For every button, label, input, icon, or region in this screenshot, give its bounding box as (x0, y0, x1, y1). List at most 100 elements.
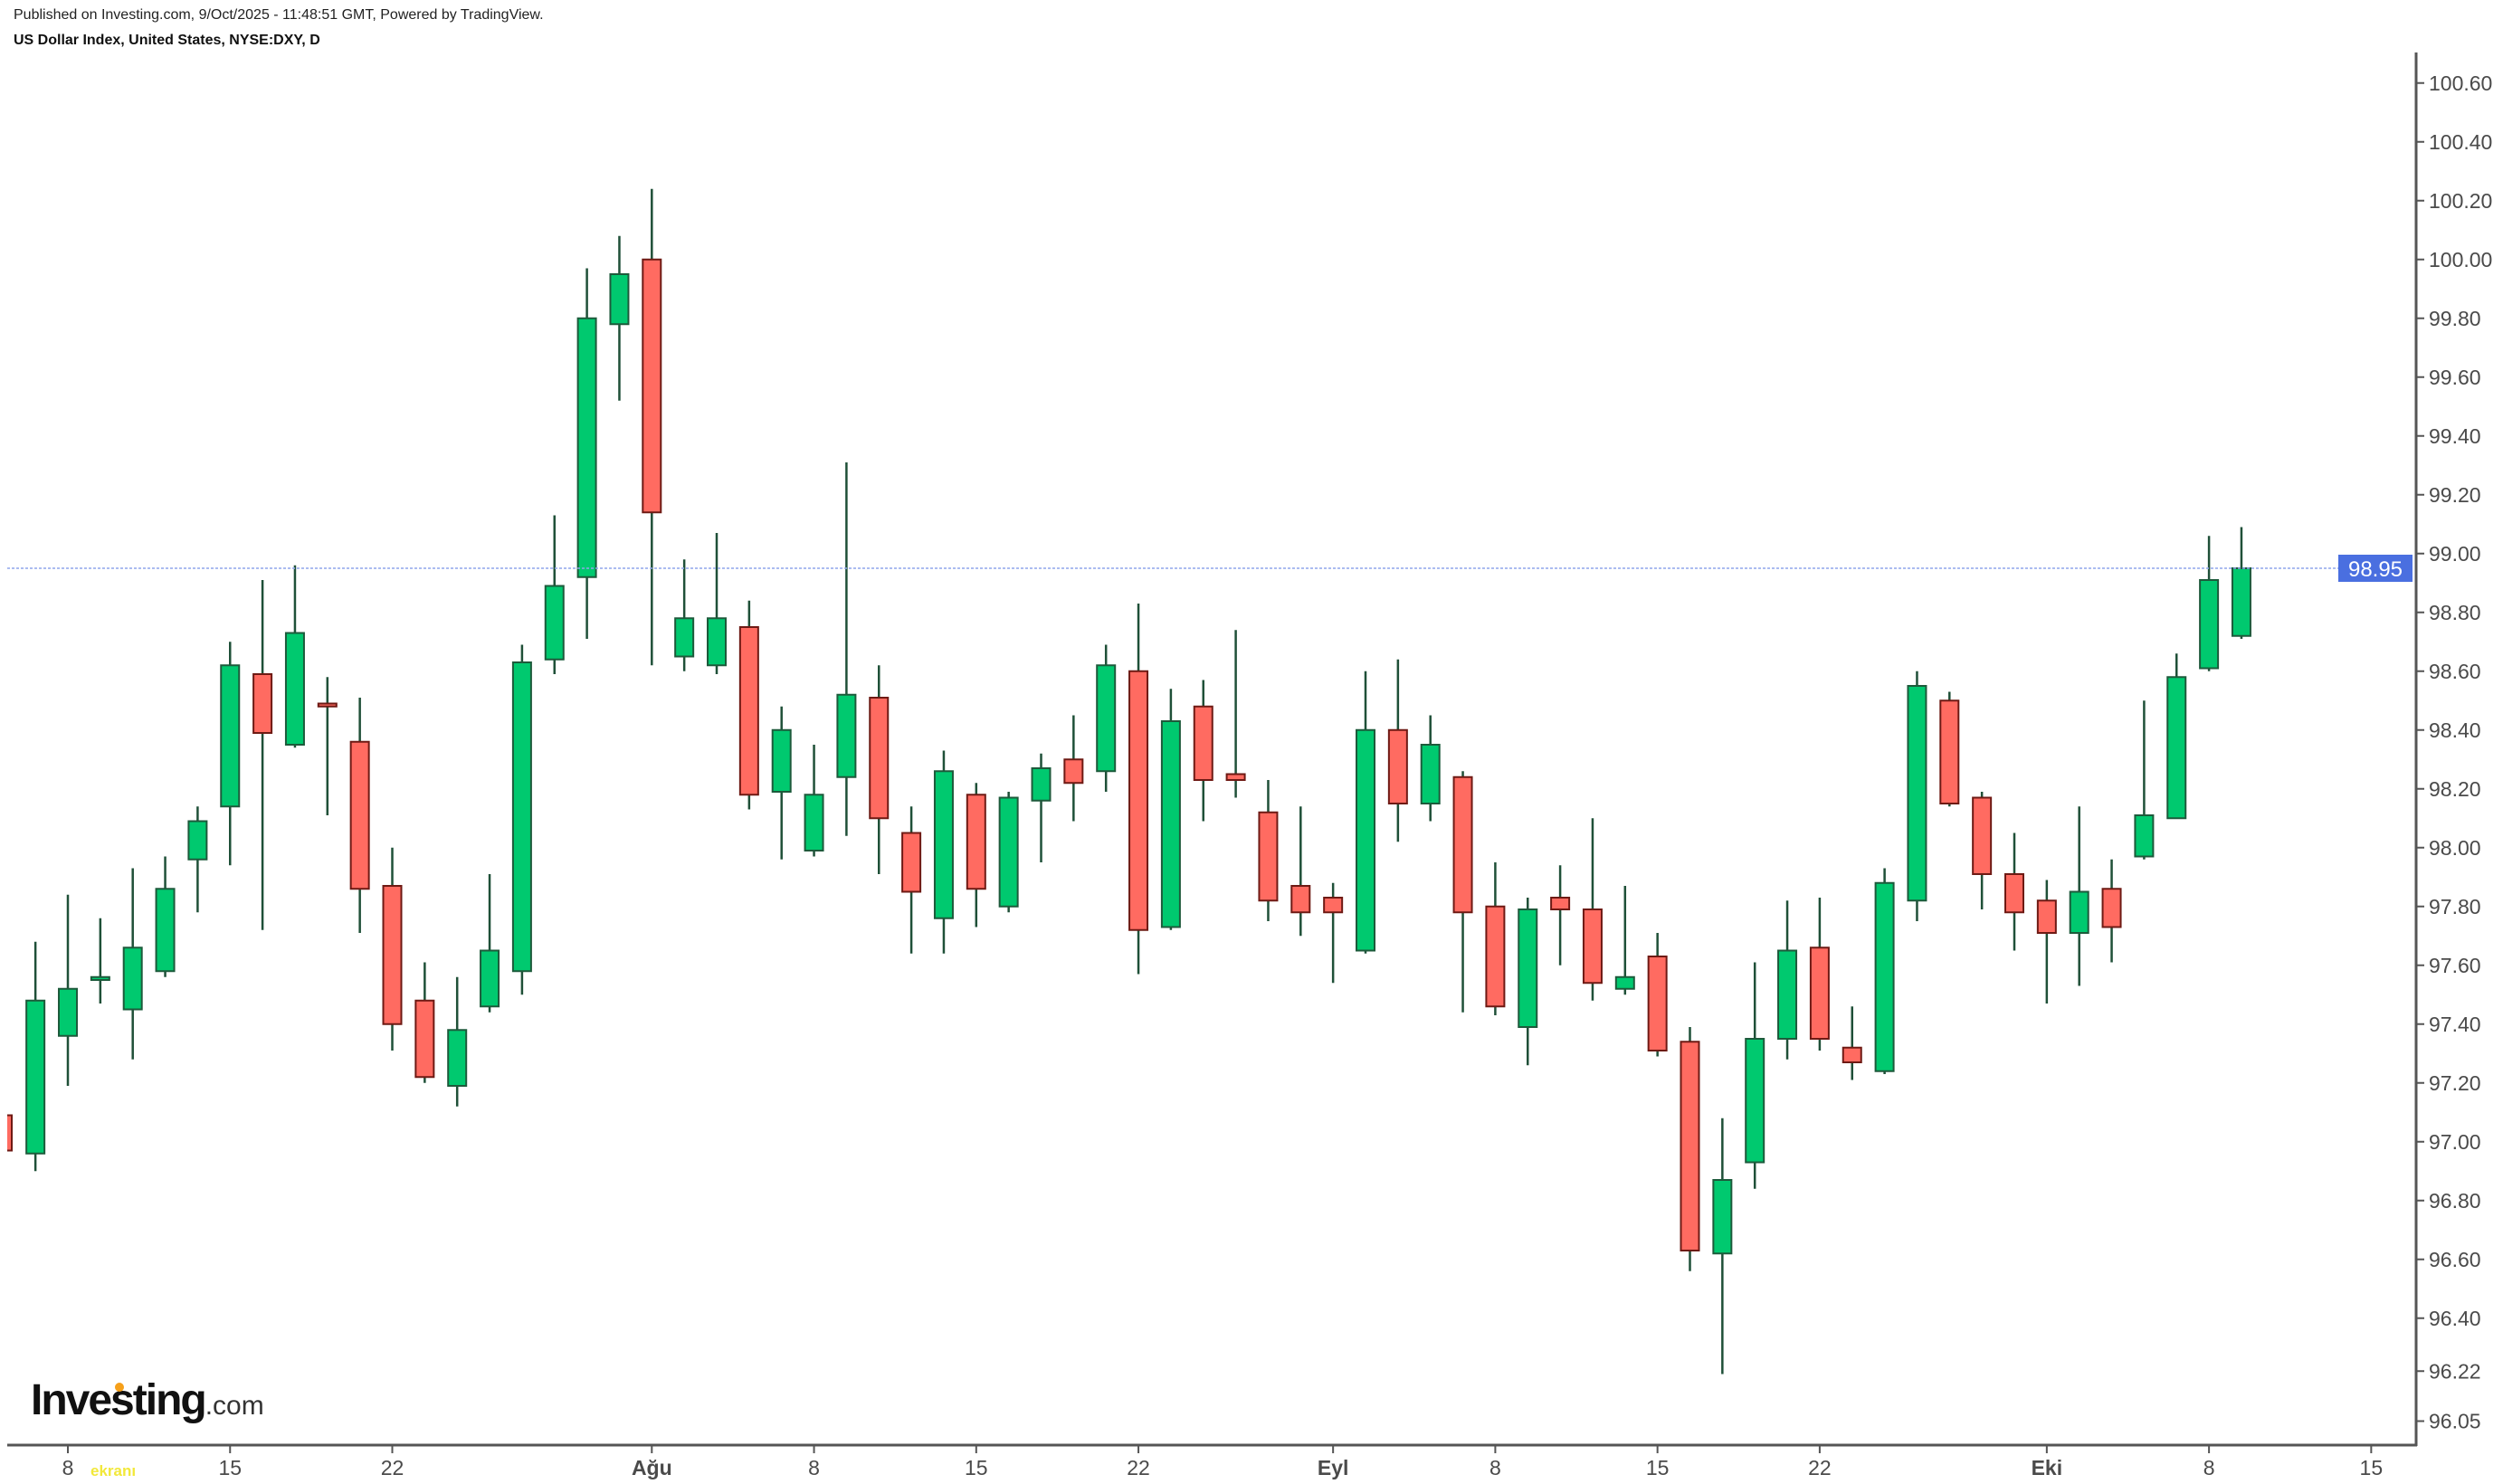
candle (1874, 868, 1895, 1074)
candle-body-up (90, 975, 110, 981)
candle (1582, 818, 1603, 1001)
x-tick-label: 8 (808, 1456, 820, 1479)
candle-body-up (609, 273, 630, 326)
candle-body-up (1518, 908, 1538, 1028)
candle-body-down (1680, 1041, 1700, 1251)
candle-body-up (58, 987, 78, 1037)
x-tick-label: 15 (218, 1456, 242, 1479)
candle (1777, 900, 1798, 1060)
candle (414, 962, 435, 1083)
candle (349, 698, 370, 933)
candle-body-down (738, 626, 759, 796)
candle (642, 188, 662, 666)
candle (1420, 715, 1441, 822)
candle (58, 894, 78, 1086)
investing-logo: Investing.com (31, 1375, 264, 1439)
candle-body-up (2134, 814, 2155, 858)
candle-body-down (1842, 1046, 1862, 1063)
candle (2036, 880, 2057, 1004)
candle (933, 750, 954, 954)
candle-body-down (1387, 728, 1408, 804)
candle-body-up (1356, 728, 1375, 952)
published-note: Published on Investing.com, 9/Oct/2025 -… (14, 7, 544, 23)
x-tick-label: 22 (381, 1456, 404, 1479)
candle (1614, 886, 1635, 995)
candle-body-up (1420, 744, 1441, 804)
y-tick-label: 100.60 (2429, 71, 2492, 95)
candle-body-down (252, 673, 273, 734)
candle-body-down (869, 697, 890, 820)
y-tick-label: 99.00 (2429, 542, 2481, 566)
candle-body-down (1485, 905, 1506, 1008)
candle (1031, 753, 1052, 862)
candle-body-up (771, 728, 792, 793)
y-tick-label: 100.20 (2429, 189, 2492, 213)
candle (2231, 527, 2251, 639)
candle-body-up (2231, 567, 2251, 637)
candle-body-up (187, 820, 208, 861)
x-axis: 8 15 22 Ağu 8 15 22 Eyl 8 15 22 Eki 8 15 (7, 1443, 2417, 1479)
candle-body-up (998, 796, 1019, 908)
candle-body-down (2036, 899, 2057, 934)
y-tick-label: 98.80 (2429, 601, 2481, 624)
candle-body-up (576, 317, 597, 578)
y-tick-label: 97.00 (2429, 1130, 2481, 1154)
candle-body-up (674, 617, 695, 658)
candle-body-down (642, 258, 662, 514)
last-price-value: 98.95 (2348, 557, 2403, 582)
x-tick-label: 15 (965, 1456, 988, 1479)
candle (998, 792, 1019, 913)
candle-body-up (447, 1029, 468, 1087)
candle (1290, 806, 1311, 937)
y-axis: 100.60 100.40 100.20 100.00 99.80 99.60 99.40 9… (2414, 52, 2492, 1446)
candle (1258, 780, 1279, 921)
candle (1452, 771, 1473, 1013)
candle-body-up (836, 693, 857, 778)
candle-body-down (966, 794, 986, 890)
candle-body-up (1907, 685, 1927, 902)
y-tick-label: 97.20 (2429, 1071, 2481, 1095)
candle-body-up (1160, 720, 1181, 928)
x-tick-label: 8 (1489, 1456, 1501, 1479)
y-tick-label: 96.22 (2429, 1359, 2481, 1383)
candle (771, 706, 792, 860)
candle (480, 874, 500, 1013)
candle (25, 941, 46, 1172)
candle-body-up (1777, 949, 1798, 1040)
x-tick-label: 15 (2360, 1456, 2384, 1479)
candle-body-up (511, 661, 532, 973)
candle-body-up (1096, 664, 1117, 773)
x-tick-label: 15 (1646, 1456, 1670, 1479)
logo-dot-icon (115, 1383, 124, 1392)
candle-body-down (317, 702, 338, 708)
candle (1680, 1027, 1700, 1271)
candle (1096, 644, 1117, 792)
candle-body-down (1258, 811, 1279, 902)
y-tick-label: 97.80 (2429, 895, 2481, 918)
candle (7, 1114, 13, 1152)
candle-body-down (2004, 873, 2024, 914)
candle-body-up (933, 770, 954, 919)
candle (544, 515, 565, 674)
candle (707, 533, 727, 674)
candle-body-up (2069, 890, 2089, 934)
candle (1972, 792, 1993, 909)
candle (1160, 689, 1181, 930)
candle (90, 918, 110, 1004)
candle-body-down (1193, 705, 1213, 781)
candle (966, 783, 986, 928)
y-tick-label: 99.40 (2429, 424, 2481, 448)
watermark: ekranı (90, 1462, 137, 1479)
y-tick-label: 98.40 (2429, 718, 2481, 742)
candle (2004, 832, 2024, 951)
candle-body-down (1939, 699, 1960, 804)
candle-body-up (480, 949, 500, 1008)
x-tick-label: 8 (62, 1456, 74, 1479)
candle (2199, 536, 2220, 671)
candle-body-down (1128, 670, 1149, 931)
candle (674, 559, 695, 671)
candles-layer (7, 188, 2251, 1375)
x-tick-label: 8 (2203, 1456, 2215, 1479)
candle-body-down (1582, 908, 1603, 985)
